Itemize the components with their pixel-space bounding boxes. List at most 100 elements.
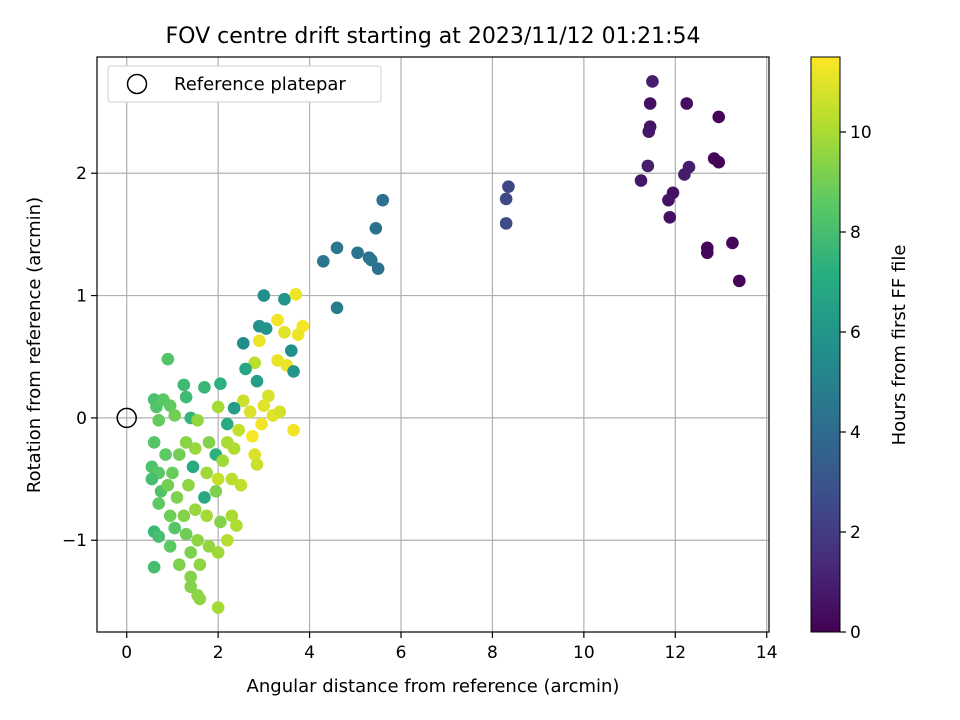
colorbar-tick-label: 8 <box>850 223 861 243</box>
reference-platepar-legend-marker <box>126 73 148 95</box>
scatter-point <box>643 97 657 110</box>
scatter-point <box>211 601 225 614</box>
y-axis-label: Rotation from reference (arcmin) <box>24 197 45 493</box>
y-tick-label: 1 <box>76 287 87 307</box>
scatter-point <box>184 546 198 559</box>
colorbar-tick-label: 2 <box>850 523 861 543</box>
scatter-point <box>262 389 275 403</box>
scatter-point <box>227 401 241 415</box>
scatter-point <box>161 478 175 492</box>
colorbar-tick-label: 0 <box>850 623 861 643</box>
y-tick-label: 2 <box>76 164 87 184</box>
scatter-point <box>225 472 239 486</box>
x-tick-label: 0 <box>121 643 132 663</box>
x-tick-label: 6 <box>396 643 407 663</box>
scatter-point <box>184 580 198 594</box>
scatter-point <box>278 325 291 339</box>
scatter-point <box>248 448 262 461</box>
scatter-point <box>712 110 726 124</box>
scatter-point <box>191 533 204 547</box>
scatter-point <box>236 336 250 350</box>
scatter-point <box>663 210 677 224</box>
x-axis-label: Angular distance from reference (arcmin) <box>247 676 620 697</box>
scatter-point <box>271 313 284 327</box>
scatter-point <box>255 417 268 431</box>
scatter-point <box>147 560 161 574</box>
scatter-point <box>145 472 159 486</box>
scatter-point <box>376 193 390 207</box>
scatter-point <box>156 393 170 406</box>
scatter-point <box>662 193 675 207</box>
x-tick-label: 10 <box>573 643 595 663</box>
scatter-point <box>726 236 739 250</box>
scatter-point <box>273 405 287 419</box>
scatter-point <box>202 436 216 449</box>
scatter-point <box>278 292 291 306</box>
scatter-point <box>712 155 726 169</box>
scatter-point <box>211 400 225 414</box>
scatter-point <box>236 394 250 408</box>
scatter-point <box>680 97 694 110</box>
scatter-point <box>330 241 344 255</box>
scatter-point <box>166 466 179 480</box>
scatter-point <box>216 454 230 468</box>
scatter-point <box>188 442 202 455</box>
scatter-point <box>234 478 248 492</box>
scatter-point <box>220 417 234 431</box>
y-tick-label: 0 <box>76 409 87 429</box>
scatter-point <box>193 558 207 572</box>
scatter-point <box>502 180 515 193</box>
colorbar-tick-label: 6 <box>850 323 861 343</box>
reference-platepar-marker <box>116 407 137 429</box>
scatter-point <box>634 174 648 187</box>
scatter-point <box>351 246 364 260</box>
scatter-point <box>330 301 344 315</box>
scatter-point <box>200 509 214 523</box>
scatter-point <box>246 429 259 443</box>
scatter-point <box>161 352 175 366</box>
x-tick-label: 14 <box>756 643 778 663</box>
legend: Reference platepar <box>107 65 382 103</box>
scatter-point <box>211 546 225 559</box>
scatter-point <box>188 503 202 516</box>
scatter-point <box>200 466 214 480</box>
scatter-point <box>499 192 513 206</box>
scatter-point <box>172 558 186 572</box>
scatter-point <box>152 497 166 510</box>
scatter-point <box>168 409 182 422</box>
plot-area <box>96 56 770 633</box>
scatter-point <box>364 253 378 267</box>
scatter-point <box>177 509 191 523</box>
x-tick-label: 2 <box>213 643 224 663</box>
colorbar-label: Hours from first FF file <box>889 245 910 446</box>
data-points <box>145 75 746 614</box>
x-axis: 0 2 4 6 8 10 12 14 <box>121 632 778 663</box>
scatter-point <box>257 289 271 302</box>
scatter-point <box>214 377 227 390</box>
scatter-point <box>179 436 193 449</box>
scatter-point <box>289 288 303 301</box>
scatter-point <box>177 378 191 392</box>
scatter-point <box>732 274 746 288</box>
scatter-point <box>642 125 656 138</box>
scatter-point <box>193 592 207 606</box>
scatter-point <box>163 509 177 523</box>
plot-frame <box>96 56 770 633</box>
scatter-point <box>198 491 211 504</box>
colorbar-gradient <box>810 56 841 633</box>
colorbar: 0 2 4 6 8 10 Hours from first FF file <box>810 56 910 643</box>
scatter-point <box>211 472 225 486</box>
scatter-point <box>220 533 234 547</box>
scatter-point <box>152 414 166 427</box>
scatter-point <box>316 255 330 268</box>
scatter-point <box>250 374 264 388</box>
x-tick-label: 8 <box>487 643 498 663</box>
scatter-point <box>209 485 223 498</box>
scatter-point <box>287 423 300 437</box>
scatter-point <box>179 390 193 404</box>
scatter-point <box>239 362 252 376</box>
scatter-point <box>252 334 266 348</box>
scatter-point <box>225 509 239 523</box>
scatter-point <box>186 460 200 474</box>
